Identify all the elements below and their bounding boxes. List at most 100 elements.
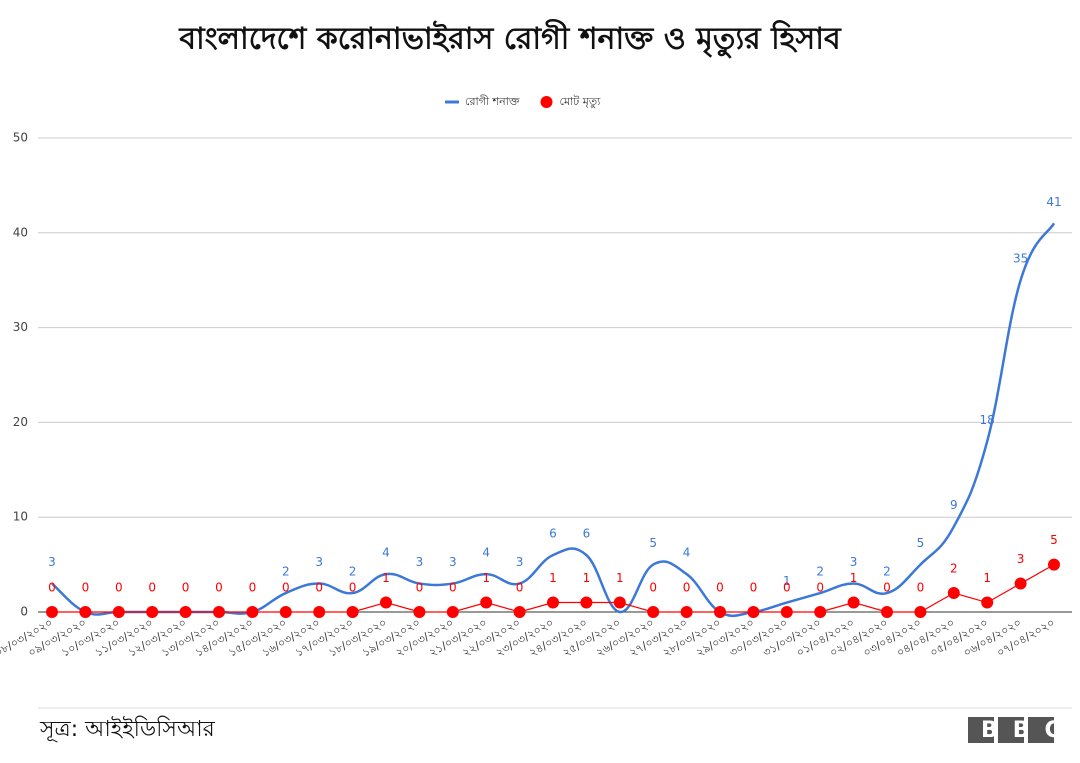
point: [313, 606, 326, 618]
point: [881, 606, 893, 618]
data-label: 0: [816, 581, 824, 595]
data-label: 5: [1050, 533, 1058, 547]
data-label: 0: [315, 581, 323, 595]
data-label: 0: [182, 581, 190, 595]
data-label: 0: [883, 581, 891, 595]
data-label: 4: [382, 546, 390, 560]
data-label: 5: [917, 536, 925, 550]
data-label: 2: [950, 562, 958, 576]
point: [146, 606, 159, 618]
point: [613, 596, 626, 609]
point: [647, 606, 660, 618]
y-tick-label: 0: [20, 605, 28, 619]
data-label: 6: [549, 527, 557, 541]
data-label: 3: [449, 555, 457, 569]
data-label: 3: [850, 555, 858, 569]
logo-box: [968, 717, 994, 743]
point: [246, 606, 259, 618]
point: [112, 606, 125, 618]
y-tick-label: 50: [13, 131, 28, 145]
data-label: 3: [416, 555, 424, 569]
point: [213, 606, 225, 618]
data-label: 0: [48, 581, 56, 595]
data-label: 1: [382, 571, 390, 585]
data-label: 1: [850, 571, 858, 585]
point: [413, 606, 426, 618]
legend-label: রোগী শনাক্ত: [465, 95, 520, 108]
point: [446, 606, 459, 618]
data-label: 3: [48, 555, 56, 569]
data-label: 3: [1017, 552, 1025, 566]
data-label: 1: [549, 571, 557, 585]
data-label: 2: [282, 565, 290, 579]
y-tick-label: 40: [13, 225, 28, 239]
y-tick-label: 20: [13, 415, 28, 429]
data-label: 0: [683, 581, 691, 595]
point: [714, 606, 726, 618]
data-label: 35: [1013, 252, 1028, 266]
data-label: 0: [917, 581, 925, 595]
data-label: 1: [983, 571, 991, 585]
point: [680, 606, 693, 618]
data-label: 2: [883, 565, 891, 579]
data-label: 4: [482, 546, 490, 560]
data-label: 9: [950, 498, 958, 512]
point: [1048, 558, 1060, 571]
data-label: 18: [980, 413, 995, 427]
point: [1014, 577, 1027, 590]
logo: BBC: [968, 717, 1076, 743]
series-line: [51, 222, 1056, 618]
source: সূত্র: আইইডিসিআর: [39, 716, 216, 742]
data-label: 1: [583, 571, 591, 585]
point: [580, 596, 593, 609]
data-label: 1: [783, 574, 791, 588]
point: [46, 606, 58, 618]
logo-box: [1028, 717, 1054, 743]
point: [747, 606, 760, 618]
data-label: 0: [716, 581, 724, 595]
point: [480, 596, 493, 609]
data-label: 0: [516, 581, 524, 595]
point: [279, 606, 292, 618]
data-label: 4: [683, 546, 691, 560]
data-label: 0: [82, 581, 90, 595]
data-label: 0: [416, 581, 424, 595]
data-label: 0: [750, 581, 758, 595]
point: [780, 606, 793, 618]
data-label: 2: [349, 565, 357, 579]
legend-label: মোট মৃত্যু: [560, 95, 602, 108]
point: [547, 596, 559, 609]
data-label: 2: [816, 565, 824, 579]
point: [380, 596, 392, 609]
point: [981, 596, 994, 609]
y-tick-label: 30: [13, 320, 28, 334]
data-label: 0: [783, 581, 791, 595]
point: [947, 587, 960, 600]
data-label: 0: [282, 581, 290, 595]
data-label: 3: [516, 555, 524, 569]
point: [914, 606, 927, 618]
point: [79, 606, 92, 618]
data-label: 6: [583, 527, 591, 541]
point: [179, 606, 192, 618]
logo-box: [998, 717, 1024, 743]
point: [513, 606, 526, 618]
data-label: 1: [482, 571, 490, 585]
logo-text: BBC: [981, 718, 1076, 743]
point: [847, 596, 860, 609]
data-label: 0: [249, 581, 257, 595]
point: [346, 606, 359, 618]
point: [814, 606, 827, 618]
chart-title: বাংলাদেশে করোনাভাইরাস রোগী শনাক্ত ও মৃত্…: [178, 19, 842, 59]
data-label: 0: [115, 581, 123, 595]
data-label: 1: [616, 571, 624, 585]
data-label: 0: [449, 581, 457, 595]
legend-swatch: [540, 96, 553, 108]
data-label: 0: [148, 581, 156, 595]
data-label: 0: [215, 581, 223, 595]
data-label: 5: [649, 536, 657, 550]
y-tick-label: 10: [13, 510, 28, 524]
data-label: 3: [315, 555, 323, 569]
data-label: 41: [1046, 195, 1061, 209]
